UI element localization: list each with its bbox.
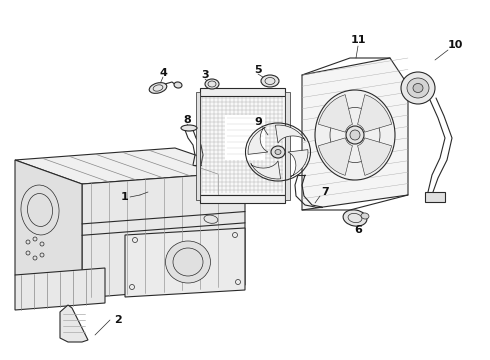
Text: 3: 3	[201, 70, 209, 80]
Ellipse shape	[181, 125, 197, 131]
Ellipse shape	[204, 215, 218, 223]
Polygon shape	[248, 127, 268, 154]
Polygon shape	[15, 148, 245, 184]
Ellipse shape	[205, 79, 219, 89]
Ellipse shape	[413, 84, 423, 93]
Text: 10: 10	[447, 40, 463, 50]
Text: 4: 4	[159, 68, 167, 78]
Text: 6: 6	[354, 225, 362, 235]
Ellipse shape	[401, 72, 435, 104]
Ellipse shape	[346, 126, 364, 144]
Text: 2: 2	[114, 315, 122, 325]
Ellipse shape	[271, 146, 285, 158]
Polygon shape	[358, 95, 392, 132]
Ellipse shape	[174, 82, 182, 88]
Polygon shape	[82, 172, 245, 298]
Text: 7: 7	[321, 187, 329, 197]
Polygon shape	[251, 161, 281, 179]
Ellipse shape	[261, 75, 279, 87]
Polygon shape	[285, 92, 290, 200]
Polygon shape	[288, 150, 308, 176]
Polygon shape	[318, 95, 352, 132]
Ellipse shape	[149, 83, 167, 93]
Polygon shape	[15, 268, 105, 310]
Ellipse shape	[343, 210, 367, 226]
Ellipse shape	[361, 213, 369, 219]
Polygon shape	[200, 88, 285, 96]
Ellipse shape	[350, 130, 360, 140]
Ellipse shape	[166, 241, 211, 283]
Polygon shape	[425, 192, 445, 202]
Text: 5: 5	[254, 65, 262, 75]
Ellipse shape	[315, 90, 395, 180]
Polygon shape	[200, 95, 285, 195]
Polygon shape	[200, 195, 285, 203]
Ellipse shape	[407, 78, 429, 98]
Polygon shape	[225, 115, 265, 160]
Polygon shape	[15, 160, 82, 298]
Ellipse shape	[275, 149, 281, 154]
Polygon shape	[358, 138, 392, 175]
Polygon shape	[275, 125, 305, 143]
Text: 1: 1	[121, 192, 129, 202]
Ellipse shape	[21, 185, 59, 235]
Polygon shape	[302, 58, 408, 210]
Polygon shape	[125, 228, 245, 297]
Text: 11: 11	[350, 35, 366, 45]
Polygon shape	[60, 305, 88, 342]
Text: 9: 9	[254, 117, 262, 127]
Text: 8: 8	[183, 115, 191, 125]
Polygon shape	[318, 138, 352, 175]
Polygon shape	[196, 92, 200, 200]
